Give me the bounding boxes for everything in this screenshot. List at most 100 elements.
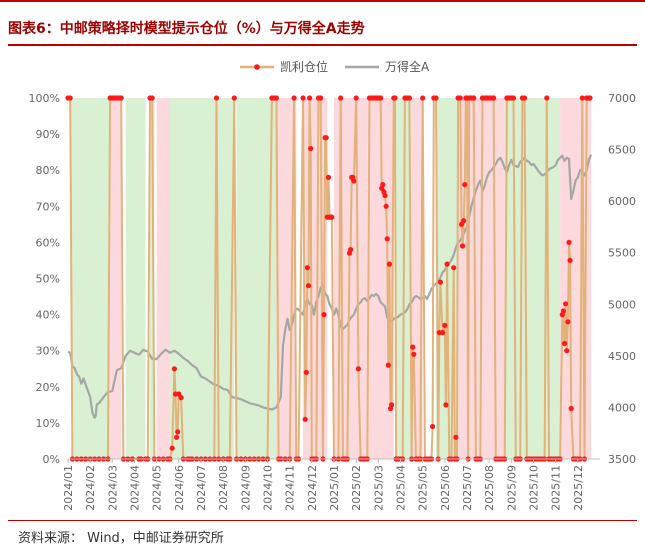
position-point <box>567 257 573 263</box>
position-point <box>348 247 354 253</box>
position-point <box>544 95 550 101</box>
position-point <box>462 182 468 188</box>
right-tick-label: 6000 <box>608 195 636 208</box>
position-point <box>291 95 297 101</box>
position-point <box>351 178 357 184</box>
band <box>504 98 523 459</box>
band <box>156 98 170 459</box>
x-tick-label: 2025/07 <box>461 465 474 511</box>
position-point <box>273 95 279 101</box>
x-tick-label: 2025/10 <box>528 465 541 511</box>
position-point <box>461 218 467 224</box>
band <box>110 98 122 459</box>
right-tick-label: 4500 <box>608 350 636 363</box>
position-point <box>178 395 184 401</box>
position-point <box>568 405 574 412</box>
position-point <box>491 95 497 101</box>
position-point <box>300 95 306 101</box>
x-tick-label: 2024/07 <box>195 465 208 511</box>
axes: 0% 10% 20% 30% 40% 50% 60% 70% 80% 90% 100% 3500 400… <box>29 92 636 511</box>
left-tick-label: 90% <box>36 128 60 141</box>
legend-label: 凯利仓位 <box>280 59 328 74</box>
position-point <box>385 362 391 368</box>
position-point <box>453 434 459 440</box>
left-tick-label: 60% <box>36 236 60 249</box>
position-point <box>378 95 384 101</box>
position-point <box>175 429 181 435</box>
position-point <box>67 95 73 101</box>
position-point <box>308 145 314 152</box>
position-point <box>302 416 308 422</box>
legend-label: 万得全A <box>385 59 430 74</box>
position-point <box>560 308 567 314</box>
position-point <box>338 95 344 101</box>
position-point <box>442 322 448 328</box>
band <box>150 98 155 459</box>
position-point <box>437 279 443 285</box>
position-point <box>386 261 392 267</box>
position-point <box>587 95 593 101</box>
top-rule <box>0 0 645 2</box>
x-tick-label: 2024/06 <box>173 465 186 511</box>
right-tick-label: 5000 <box>608 298 636 311</box>
position-point <box>323 135 329 141</box>
x-tick-label: 2024/02 <box>84 465 97 511</box>
x-tick-label: 2024/12 <box>306 465 319 511</box>
band <box>411 98 423 459</box>
x-tick-label: 2025/11 <box>550 465 563 511</box>
position-point <box>440 330 446 336</box>
position-point <box>213 95 220 101</box>
position-point <box>510 95 517 101</box>
x-tick-label: 2025/08 <box>483 465 496 511</box>
left-tick-label: 70% <box>36 200 60 213</box>
x-tick-label: 2024/11 <box>284 465 297 511</box>
position-point <box>380 182 386 188</box>
chart: 0% 10% 20% 30% 40% 50% 60% 70% 80% 90% 100% 3500 400… <box>29 59 636 511</box>
position-point <box>392 95 398 101</box>
position-point <box>174 434 180 440</box>
right-tick-label: 7000 <box>608 92 636 105</box>
x-tick-label: 2025/05 <box>417 465 430 511</box>
position-point <box>406 95 412 101</box>
position-point <box>444 261 450 267</box>
position-point <box>420 95 426 101</box>
x-tick-label: 2024/03 <box>106 465 119 511</box>
right-tick-label: 3500 <box>608 453 636 466</box>
left-tick-label: 100% <box>29 92 60 105</box>
band <box>125 98 146 459</box>
position-point <box>118 95 124 101</box>
position-point <box>451 265 457 271</box>
position-point <box>460 243 466 249</box>
position-point <box>307 95 313 101</box>
x-tick-label: 2025/01 <box>328 465 341 511</box>
x-tick-label: 2024/10 <box>262 465 275 511</box>
position-point <box>389 402 395 408</box>
left-tick-label: 40% <box>36 309 60 322</box>
x-tick-label: 2025/09 <box>505 465 518 511</box>
position-point <box>564 348 570 354</box>
position-point <box>171 366 177 372</box>
index-line <box>67 154 593 419</box>
band <box>522 98 561 459</box>
position-point <box>563 301 569 307</box>
position-point <box>384 236 390 242</box>
position-point <box>566 239 572 245</box>
x-tick-label: 2025/04 <box>395 465 408 511</box>
position-point <box>149 95 155 101</box>
x-tick-label: 2025/06 <box>439 465 452 511</box>
x-tick-label: 2024/04 <box>129 465 142 511</box>
left-tick-label: 10% <box>36 417 60 430</box>
position-point <box>325 174 332 180</box>
right-tick-label: 5500 <box>608 247 636 260</box>
left-tick-label: 30% <box>36 345 60 358</box>
left-tick-label: 0% <box>43 453 60 466</box>
legend: 凯利仓位 万得全A <box>240 59 430 74</box>
position-point <box>443 402 449 408</box>
x-tick-label: 2024/05 <box>151 465 164 511</box>
position-point <box>411 351 417 357</box>
source-note: 资料来源： Wind，中邮证券研究所 <box>18 531 224 546</box>
position-point <box>471 95 477 101</box>
x-tick-label: 2025/12 <box>572 465 585 511</box>
x-tick-label: 2024/08 <box>217 465 230 511</box>
x-tick-label: 2025/02 <box>350 465 363 511</box>
